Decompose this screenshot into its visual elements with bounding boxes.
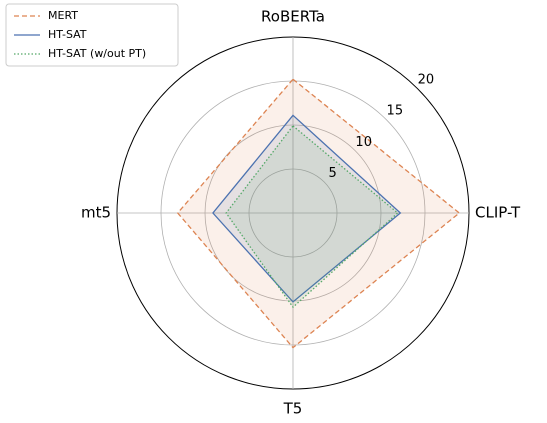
series-area xyxy=(226,125,398,308)
series-area xyxy=(177,79,460,348)
category-label: CLIP-T xyxy=(475,204,521,222)
radial-tick-label: 20 xyxy=(418,73,435,88)
series-area xyxy=(212,115,401,302)
radial-tick-label: 15 xyxy=(387,104,404,119)
category-label: T5 xyxy=(283,400,303,418)
series-line xyxy=(212,114,402,303)
radial-tick-label: 5 xyxy=(328,166,336,181)
legend-label: MERT xyxy=(48,9,78,22)
category-label: RoBERTa xyxy=(261,8,325,26)
legend-label: HT-SAT xyxy=(48,28,87,41)
series-line xyxy=(176,78,461,349)
series-line xyxy=(225,124,399,309)
legend-box xyxy=(5,3,179,67)
radial-tick-label: 10 xyxy=(355,135,372,150)
legend-label: HT-SAT (w/out PT) xyxy=(48,47,146,60)
category-label: mt5 xyxy=(81,204,111,222)
